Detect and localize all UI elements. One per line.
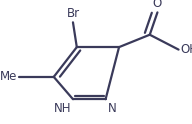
Text: Me: Me <box>0 70 17 83</box>
Text: NH: NH <box>54 102 71 115</box>
Text: Br: Br <box>66 7 79 20</box>
Text: OH: OH <box>180 43 192 56</box>
Text: O: O <box>153 0 162 10</box>
Text: N: N <box>108 102 116 115</box>
